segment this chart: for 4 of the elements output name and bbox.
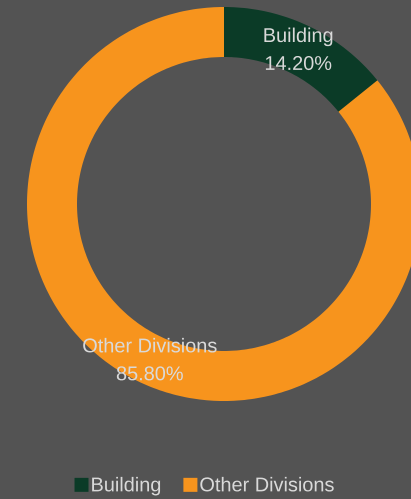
data-label: 14.20% (266, 56, 332, 70)
slice-label: Building (264, 28, 332, 46)
legend-label: Building (92, 476, 160, 496)
legend-label: Other Divisions (200, 476, 334, 492)
